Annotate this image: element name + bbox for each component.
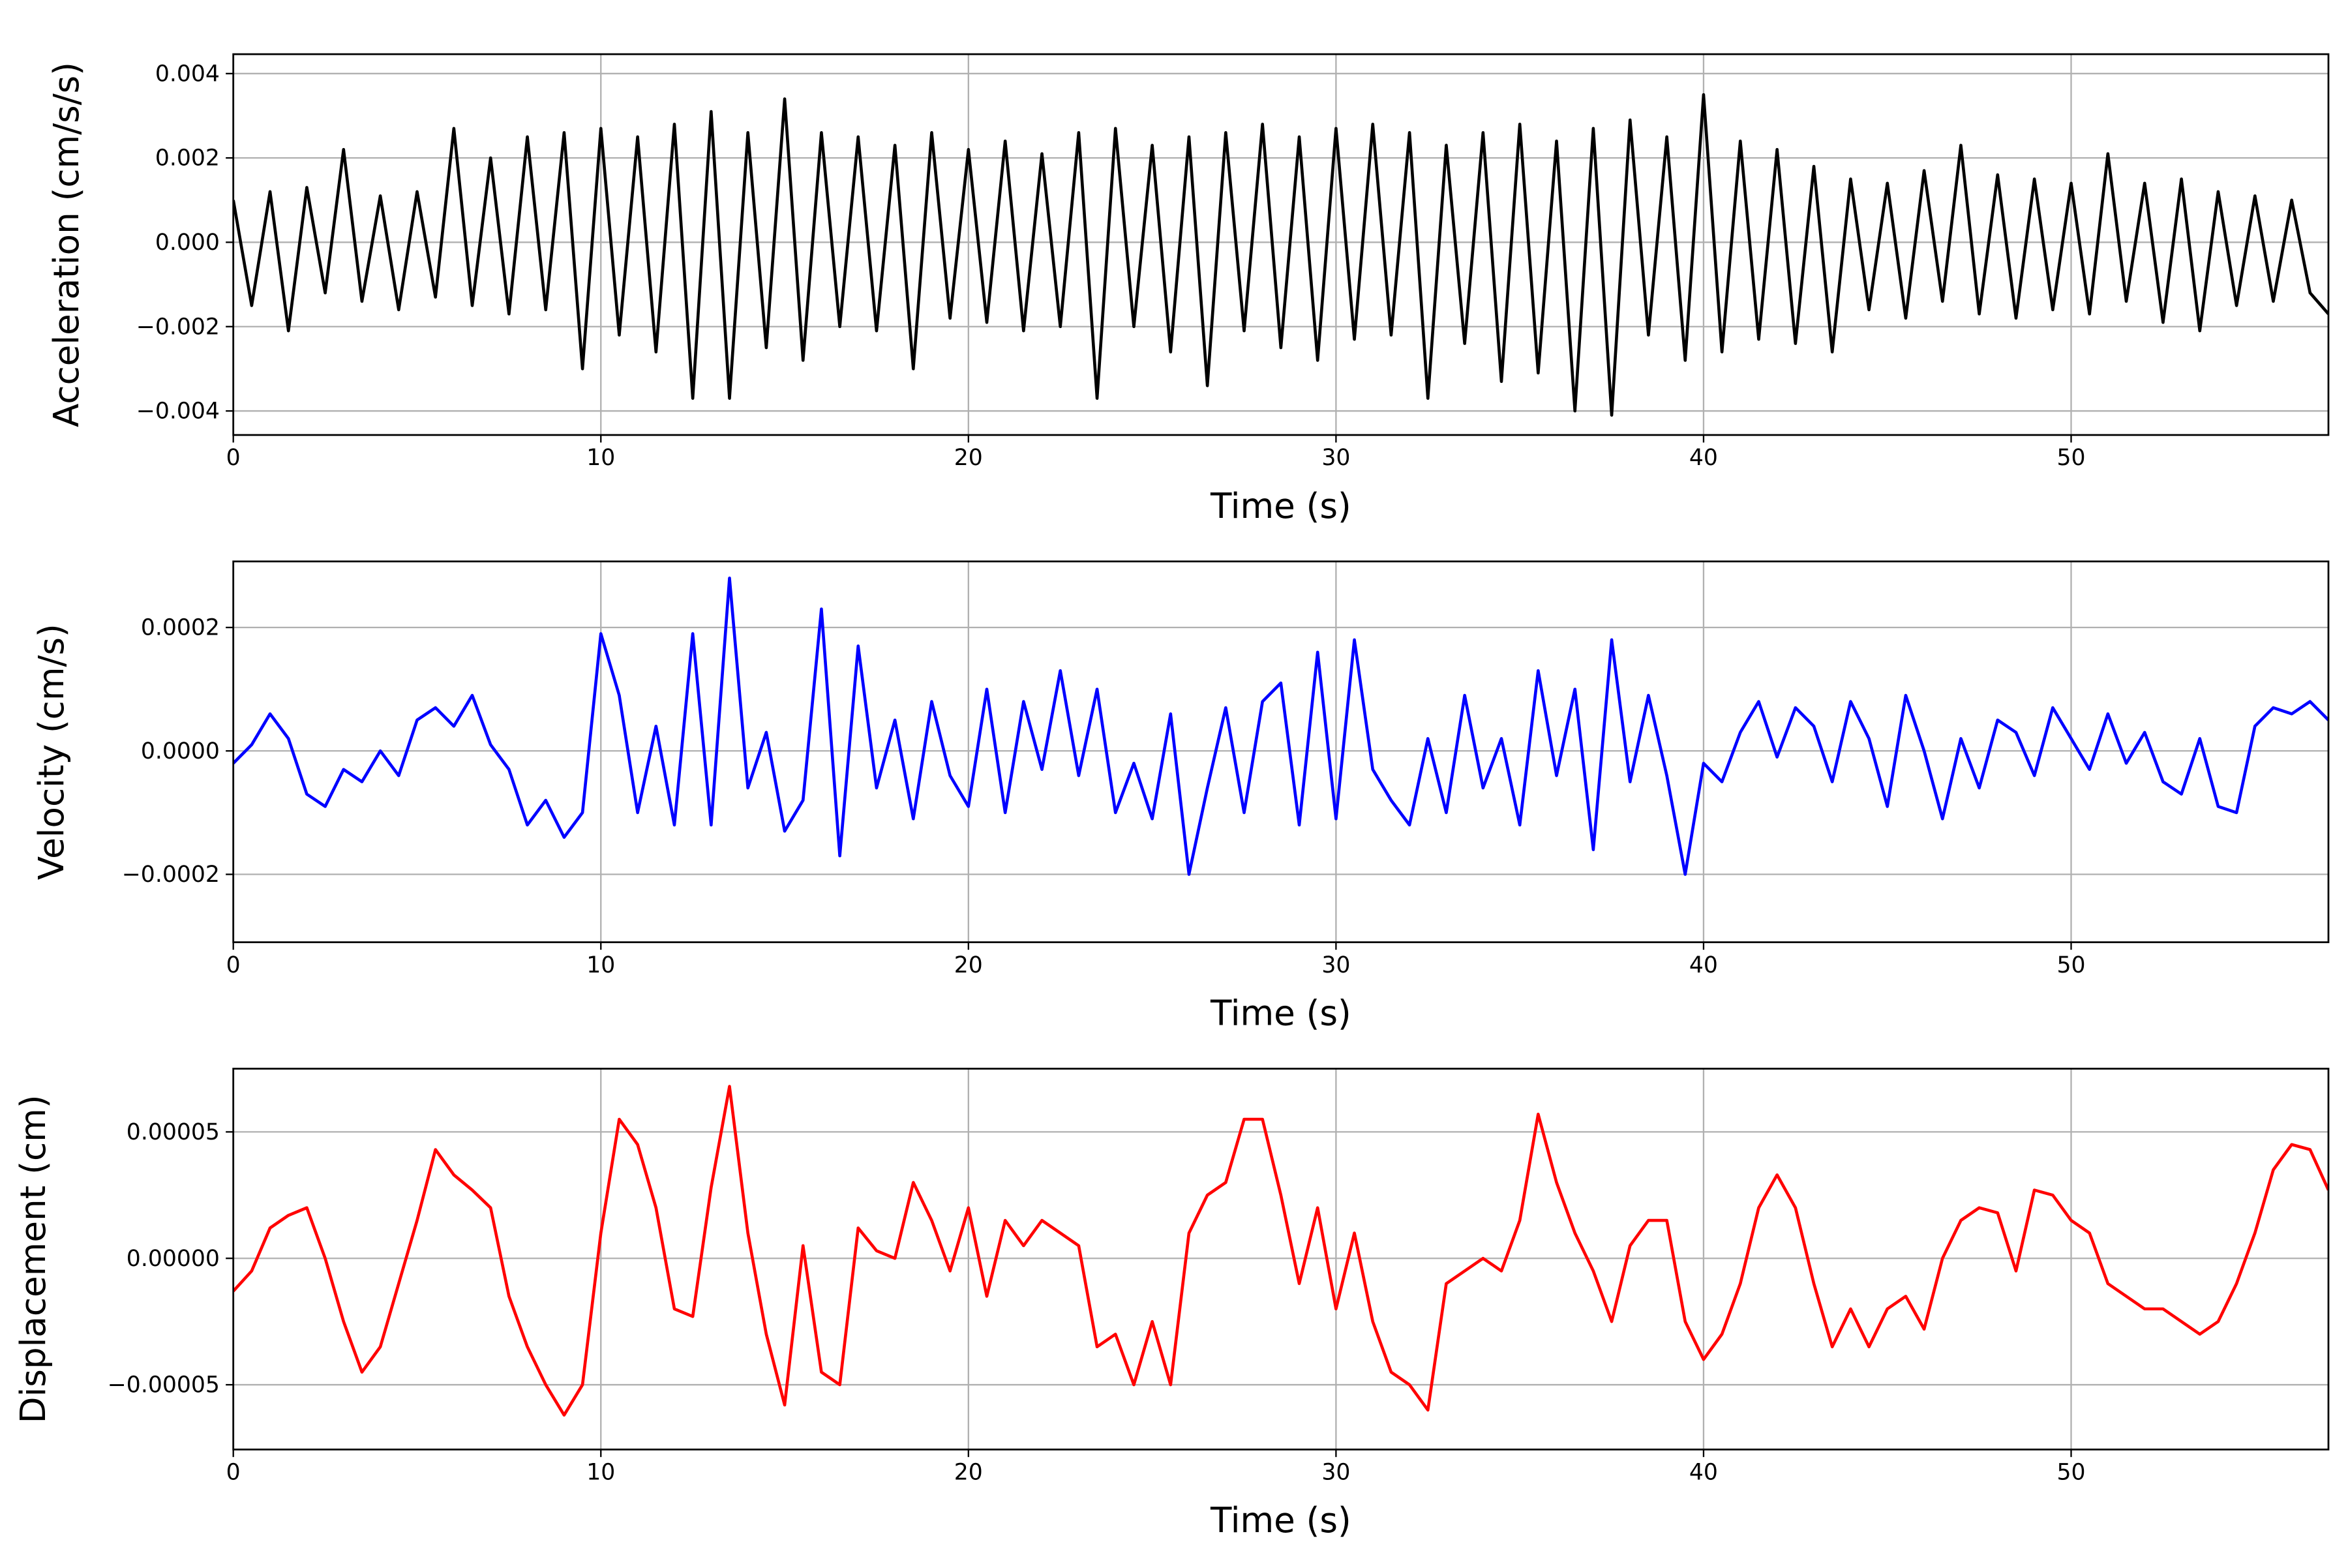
x-tick-label: 20 xyxy=(954,952,983,978)
x-tick-label: 0 xyxy=(226,445,241,471)
y-tick-label: −0.00005 xyxy=(108,1372,220,1398)
x-tick-label: 0 xyxy=(226,1459,241,1485)
x-tick-label: 50 xyxy=(2056,445,2085,471)
x-tick-label: 40 xyxy=(1689,1459,1718,1485)
x-tick-label: 10 xyxy=(586,952,615,978)
plot-frame xyxy=(232,1068,2330,1451)
y-axis-label: Velocity (cm/s) xyxy=(31,624,72,880)
y-tick-label: 0.002 xyxy=(155,145,220,172)
x-tick-label: 20 xyxy=(954,445,983,471)
x-tick-label: 0 xyxy=(226,952,241,978)
x-tick-label: 10 xyxy=(586,1459,615,1485)
subplot: 0 10 20 30 40 50 −0.004 −0.002 0.000 0.002 0.004 Ti… xyxy=(46,53,2330,526)
plot-frame xyxy=(232,53,2330,436)
y-tick-label: 0.004 xyxy=(155,61,220,87)
x-axis-label: Time (s) xyxy=(1210,993,1351,1034)
y-tick-label: −0.0002 xyxy=(122,862,220,888)
x-tick-label: 40 xyxy=(1689,445,1718,471)
subplot: 0 10 20 30 40 50 −0.00005 0.00000 0.00005 Time (s… xyxy=(13,1068,2330,1541)
x-tick-label: 30 xyxy=(1321,952,1350,978)
x-tick-label: 30 xyxy=(1321,445,1350,471)
data-line xyxy=(233,1085,2328,1417)
y-tick-label: 0.00005 xyxy=(127,1119,220,1145)
x-tick-label: 20 xyxy=(954,1459,983,1485)
x-tick-label: 50 xyxy=(2056,952,2085,978)
plot-frame xyxy=(232,560,2330,943)
y-tick-label: 0.0002 xyxy=(141,615,220,641)
data-line xyxy=(233,93,2328,417)
data-line xyxy=(233,577,2328,876)
x-axis-label: Time (s) xyxy=(1210,1500,1351,1541)
y-axis-label: Displacement (cm) xyxy=(13,1094,53,1423)
x-tick-label: 40 xyxy=(1689,952,1718,978)
y-tick-label: 0.0000 xyxy=(141,738,220,764)
y-axis-label: Acceleration (cm/s/s) xyxy=(46,62,87,427)
y-tick-label: −0.002 xyxy=(136,314,220,340)
y-tick-label: −0.004 xyxy=(136,399,220,425)
x-tick-label: 50 xyxy=(2056,1459,2085,1485)
y-tick-label: 0.00000 xyxy=(127,1246,220,1272)
x-tick-label: 10 xyxy=(586,445,615,471)
y-tick-label: 0.000 xyxy=(155,230,220,256)
x-tick-label: 30 xyxy=(1321,1459,1350,1485)
subplot: 0 10 20 30 40 50 −0.0002 0.0000 0.0002 Time (s) Ve… xyxy=(31,560,2330,1034)
x-axis-label: Time (s) xyxy=(1210,486,1351,526)
